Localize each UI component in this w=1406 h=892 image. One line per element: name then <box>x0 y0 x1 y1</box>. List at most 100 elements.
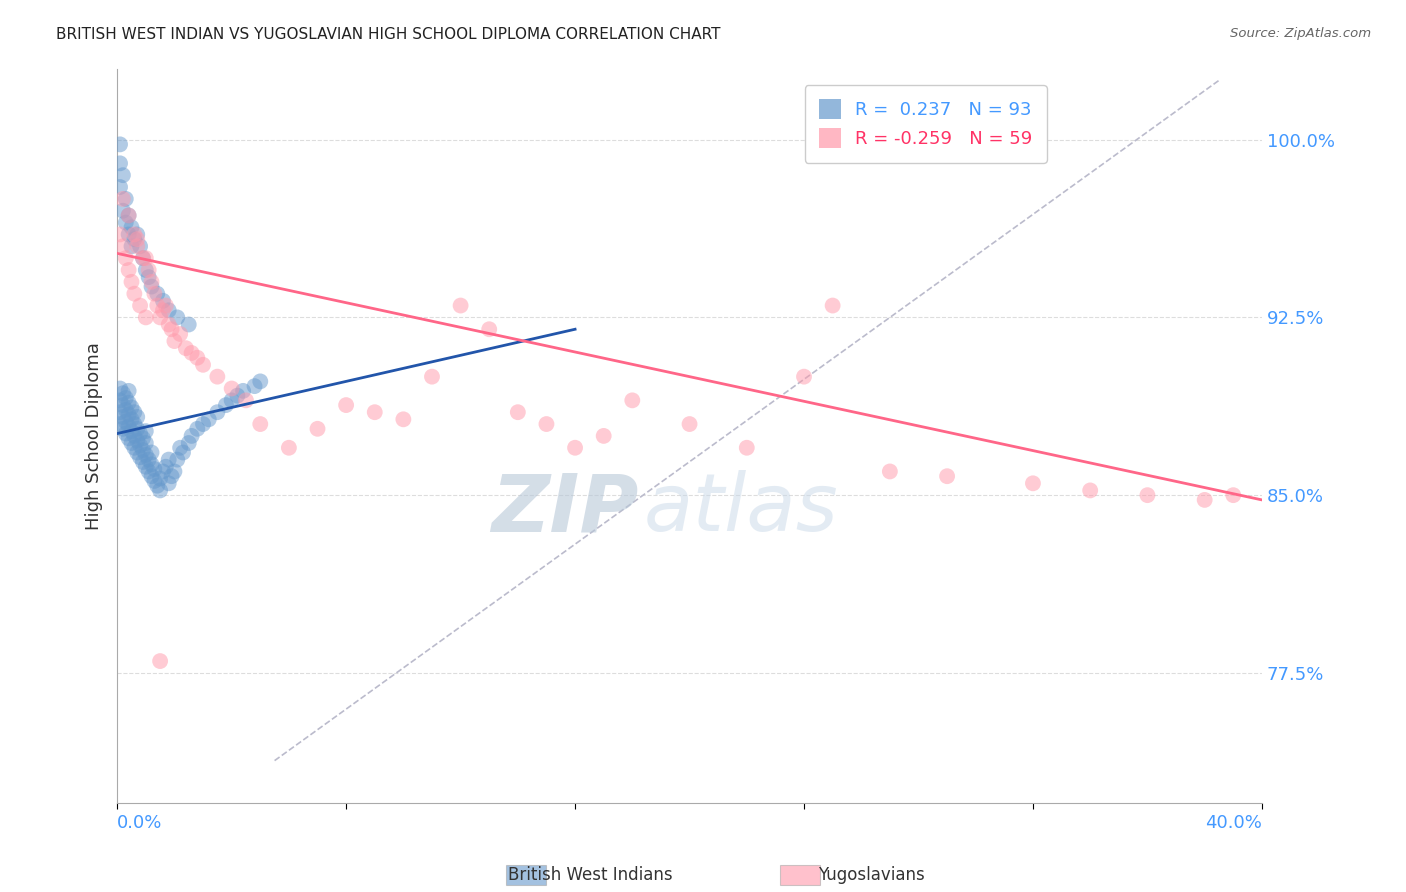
Point <box>364 405 387 419</box>
Point <box>114 251 136 265</box>
Point <box>180 429 202 443</box>
Point <box>592 429 614 443</box>
Point <box>127 227 149 242</box>
Point <box>186 351 208 365</box>
Point <box>1078 483 1101 498</box>
Point <box>117 209 139 223</box>
Text: 0.0%: 0.0% <box>117 814 163 832</box>
Point <box>129 426 152 441</box>
Point <box>114 216 136 230</box>
Point <box>127 239 149 253</box>
Point <box>149 310 172 325</box>
Text: Yugoslavians: Yugoslavians <box>818 866 925 884</box>
Text: ZIP: ZIP <box>491 470 638 549</box>
Point <box>132 251 155 265</box>
Point <box>121 412 143 426</box>
Point <box>108 405 131 419</box>
Point <box>149 483 172 498</box>
Point <box>111 422 134 436</box>
Point <box>111 398 134 412</box>
Point <box>127 232 149 246</box>
Point <box>108 393 131 408</box>
Point <box>177 436 200 450</box>
Point <box>117 395 139 409</box>
Point <box>392 412 415 426</box>
Point <box>117 209 139 223</box>
Point <box>180 346 202 360</box>
Point <box>111 203 134 218</box>
Point <box>160 469 183 483</box>
Point <box>132 455 155 469</box>
Point <box>249 375 271 389</box>
Point <box>936 469 959 483</box>
Y-axis label: High School Diploma: High School Diploma <box>86 342 103 530</box>
Point <box>420 369 443 384</box>
Point <box>108 137 131 152</box>
Point <box>155 459 177 474</box>
Point <box>163 334 186 348</box>
Point <box>141 279 163 293</box>
Point <box>215 398 238 412</box>
Point <box>207 369 229 384</box>
Point <box>129 299 152 313</box>
Point <box>138 465 160 479</box>
Point <box>132 443 155 458</box>
Point <box>141 469 163 483</box>
Point <box>138 270 160 285</box>
Point <box>135 251 157 265</box>
Point <box>735 441 758 455</box>
Point <box>207 405 229 419</box>
Point <box>221 393 243 408</box>
Point <box>564 441 586 455</box>
Point <box>536 417 558 431</box>
Point <box>621 393 644 408</box>
Point <box>117 431 139 445</box>
Point <box>114 192 136 206</box>
Point <box>127 409 149 424</box>
Point <box>157 476 180 491</box>
Point <box>135 459 157 474</box>
Point <box>114 402 136 417</box>
Point <box>1136 488 1159 502</box>
Point <box>335 398 357 412</box>
Point <box>450 299 472 313</box>
Point <box>160 322 183 336</box>
Point <box>117 227 139 242</box>
Point <box>186 422 208 436</box>
Point <box>143 286 166 301</box>
Point <box>166 310 188 325</box>
Point <box>191 417 214 431</box>
Point <box>108 382 131 396</box>
Point <box>678 417 700 431</box>
Point <box>143 474 166 488</box>
Point <box>121 239 143 253</box>
Point <box>169 441 191 455</box>
Point <box>127 422 149 436</box>
Point <box>157 452 180 467</box>
Point <box>191 358 214 372</box>
Point <box>146 299 169 313</box>
Point <box>108 180 131 194</box>
Point <box>121 424 143 438</box>
Point <box>108 417 131 431</box>
Point <box>117 408 139 422</box>
Point <box>143 462 166 476</box>
Point <box>1222 488 1244 502</box>
Point <box>138 263 160 277</box>
Text: BRITISH WEST INDIAN VS YUGOSLAVIAN HIGH SCHOOL DIPLOMA CORRELATION CHART: BRITISH WEST INDIAN VS YUGOSLAVIAN HIGH … <box>56 27 721 42</box>
Point <box>132 251 155 265</box>
Point <box>157 303 180 318</box>
Point <box>1022 476 1045 491</box>
Point <box>135 424 157 438</box>
Point <box>124 232 146 246</box>
Point <box>135 263 157 277</box>
Point <box>121 436 143 450</box>
Point <box>135 310 157 325</box>
Point <box>146 286 169 301</box>
Point <box>111 386 134 401</box>
Point <box>149 654 172 668</box>
Point <box>197 412 219 426</box>
Point <box>124 405 146 419</box>
Point <box>138 452 160 467</box>
Point <box>127 434 149 448</box>
